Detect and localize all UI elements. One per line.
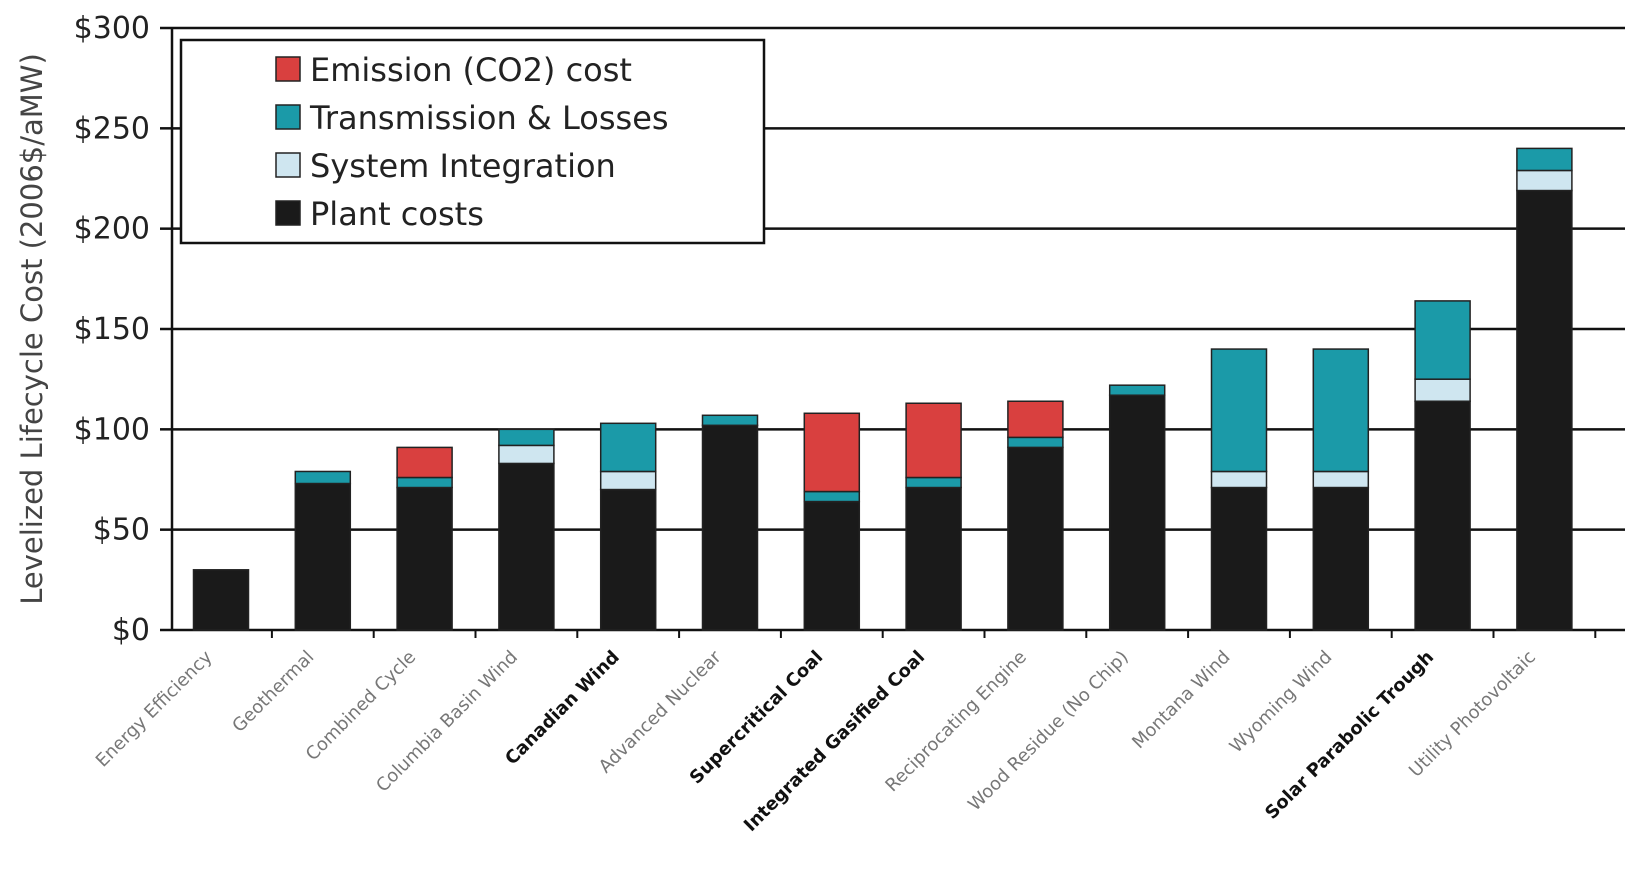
x-category-label: Combined Cycle bbox=[302, 647, 420, 765]
bar-segment-transmission-losses bbox=[1516, 147, 1573, 172]
legend-swatch bbox=[275, 56, 301, 82]
legend-swatch bbox=[275, 152, 301, 178]
bar-segment-plant-costs bbox=[498, 462, 555, 631]
bar-segment-plant-costs bbox=[1414, 400, 1471, 631]
bar-segment-system-integration bbox=[498, 444, 555, 465]
bar-stack bbox=[498, 428, 555, 631]
bar-segment-plant-costs bbox=[1108, 394, 1166, 631]
bar-segment-plant-costs bbox=[701, 424, 759, 631]
y-tick-label: $300 bbox=[74, 11, 150, 46]
bar-segment-plant-costs bbox=[905, 486, 962, 631]
bar-segment-transmission-losses bbox=[396, 476, 453, 489]
x-category-label: Solar Parabolic Trough bbox=[1261, 647, 1438, 824]
bar-segment-transmission-losses bbox=[1108, 384, 1166, 396]
legend-label: Transmission & Losses bbox=[309, 99, 669, 137]
bar-segment-emission-co2-cost bbox=[1007, 400, 1064, 439]
bar-segment-system-integration bbox=[1312, 470, 1370, 489]
bar-segment-emission-co2-cost bbox=[803, 412, 861, 493]
bar-stack bbox=[1516, 147, 1573, 631]
bar-segment-transmission-losses bbox=[1312, 348, 1370, 473]
bar-segment-emission-co2-cost bbox=[396, 446, 453, 479]
bar-stack bbox=[1414, 300, 1471, 631]
bar-stack bbox=[192, 569, 250, 631]
bar-segment-plant-costs bbox=[599, 488, 657, 631]
bar-stack bbox=[294, 470, 352, 631]
bar-segment-system-integration bbox=[1516, 169, 1573, 192]
x-category-label: Wyoming Wind bbox=[1226, 647, 1337, 758]
x-category-label: Geothermal bbox=[228, 647, 318, 737]
bar-segment-plant-costs bbox=[1007, 446, 1064, 631]
bar-segment-plant-costs bbox=[294, 482, 352, 631]
legend-swatch bbox=[275, 104, 301, 130]
x-category-label: Montana Wind bbox=[1128, 647, 1234, 753]
bar-segment-transmission-losses bbox=[701, 414, 759, 427]
bar-segment-plant-costs bbox=[1210, 486, 1268, 631]
bar-segment-emission-co2-cost bbox=[905, 402, 962, 479]
bar-segment-transmission-losses bbox=[294, 470, 352, 485]
bar-stack bbox=[701, 414, 759, 631]
bar-segment-system-integration bbox=[1210, 470, 1268, 489]
bar-segment-transmission-losses bbox=[1007, 436, 1064, 449]
y-tick-label: $250 bbox=[74, 111, 150, 146]
y-tick-label: $150 bbox=[74, 312, 150, 347]
bar-stack bbox=[803, 412, 861, 631]
x-category-label: Energy Efficiency bbox=[92, 646, 217, 771]
bar-stack bbox=[905, 402, 962, 631]
legend-swatch bbox=[275, 200, 301, 226]
bar-segment-plant-costs bbox=[803, 500, 861, 631]
bar-segment-system-integration bbox=[1414, 378, 1471, 402]
bar-segment-transmission-losses bbox=[803, 490, 861, 503]
legend-label: Emission (CO2) cost bbox=[310, 51, 632, 89]
bar-segment-plant-costs bbox=[1516, 189, 1573, 631]
bar-segment-plant-costs bbox=[192, 569, 250, 631]
y-tick-label: $100 bbox=[74, 412, 150, 447]
bar-segment-plant-costs bbox=[1312, 486, 1370, 631]
bar-stack bbox=[1210, 348, 1268, 631]
legend-label: System Integration bbox=[310, 147, 616, 185]
bar-stack bbox=[599, 422, 657, 631]
bar-segment-transmission-losses bbox=[599, 422, 657, 473]
bar-segment-transmission-losses bbox=[905, 476, 962, 489]
bar-segment-transmission-losses bbox=[1210, 348, 1268, 473]
bar-segment-plant-costs bbox=[396, 486, 453, 631]
bar-segment-transmission-losses bbox=[498, 428, 555, 447]
legend-label: Plant costs bbox=[310, 195, 484, 233]
bar-segment-transmission-losses bbox=[1414, 300, 1471, 380]
bar-stack bbox=[1007, 400, 1064, 631]
bar-stack bbox=[396, 446, 453, 631]
y-axis-title: Levelized Lifecycle Cost (2006$/aMW) bbox=[15, 53, 49, 605]
bar-stack bbox=[1312, 348, 1370, 631]
y-tick-label: $0 bbox=[112, 613, 150, 648]
y-tick-label: $200 bbox=[74, 212, 150, 247]
x-category-label: Integrated Gasified Coal bbox=[740, 647, 929, 836]
y-tick-label: $50 bbox=[93, 513, 150, 548]
bar-segment-system-integration bbox=[599, 470, 657, 491]
bar-stack bbox=[1108, 384, 1166, 631]
